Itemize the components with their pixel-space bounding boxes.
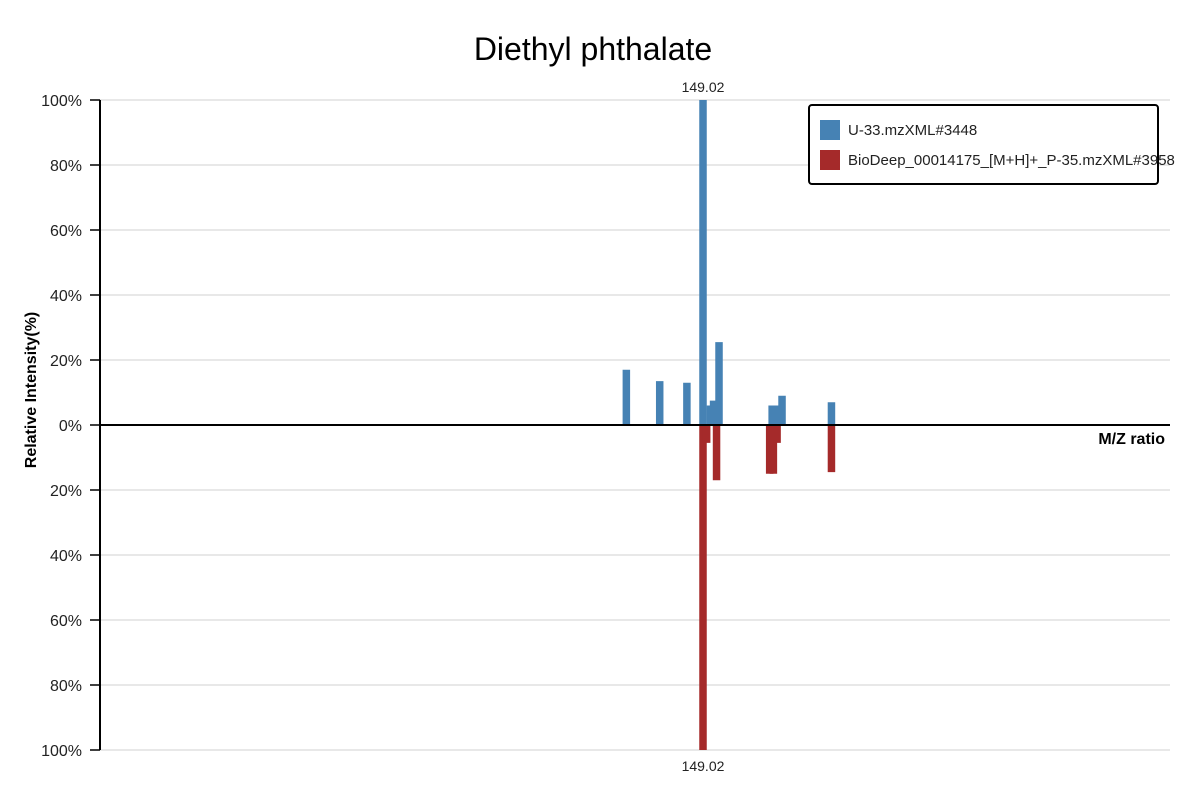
y-tick-label-lower: 60% xyxy=(50,613,82,630)
reference-peak-bar xyxy=(773,425,781,443)
grid-lines xyxy=(100,99,1170,751)
query-peak-bar xyxy=(768,405,776,425)
top-peak-label: 149.02 xyxy=(682,79,725,95)
y-tick-label-upper: 40% xyxy=(50,288,82,305)
legend: U-33.mzXML#3448 BioDeep_00014175_[M+H]+_… xyxy=(808,104,1175,185)
query-peak-bar xyxy=(655,381,664,425)
chart-title: Diethyl phthalate xyxy=(474,31,712,67)
query-peak-bar xyxy=(622,369,631,425)
legend-label-query: U-33.mzXML#3448 xyxy=(848,122,977,139)
y-tick-label-upper: 20% xyxy=(50,353,82,370)
y-tick-label-lower: 40% xyxy=(50,548,82,565)
legend-swatch-reference xyxy=(820,150,840,170)
spectrum-bars xyxy=(622,100,836,750)
query-peak-bar xyxy=(683,382,691,425)
reference-peak-bar xyxy=(702,425,711,443)
reference-peak-bar xyxy=(769,425,778,474)
query-peak-bar xyxy=(715,342,723,425)
reference-peak-bar xyxy=(699,425,707,750)
bottom-peak-label: 149.02 xyxy=(682,758,725,774)
y-tick-label-upper: 100% xyxy=(41,93,82,110)
query-peak-bar xyxy=(699,100,707,425)
y-axis-title: Relative Intensity(%) xyxy=(23,312,40,468)
y-tick-label-upper: 0% xyxy=(59,418,82,435)
y-axis-ticks: 100% 80% 60% 40% 20% 0% 20% 40% 60% 80% 100% xyxy=(41,93,100,760)
query-peak-bar xyxy=(709,400,718,425)
query-peak-bar xyxy=(773,405,781,425)
y-tick-label-upper: 80% xyxy=(50,158,82,175)
query-peak-bar xyxy=(827,402,836,425)
y-tick-label-lower: 80% xyxy=(50,678,82,695)
query-peak-bar xyxy=(778,395,786,425)
legend-box xyxy=(808,104,1159,185)
x-axis-title: M/Z ratio xyxy=(1098,431,1165,448)
legend-swatch-query xyxy=(820,120,840,140)
reference-peak-bar xyxy=(712,425,721,481)
reference-peak-bar xyxy=(827,425,836,473)
y-tick-label-lower: 20% xyxy=(50,483,82,500)
y-tick-label-upper: 60% xyxy=(50,223,82,240)
legend-label-reference: BioDeep_00014175_[M+H]+_P-35.mzXML#3958 xyxy=(848,152,1175,169)
y-tick-label-lower: 100% xyxy=(41,743,82,760)
